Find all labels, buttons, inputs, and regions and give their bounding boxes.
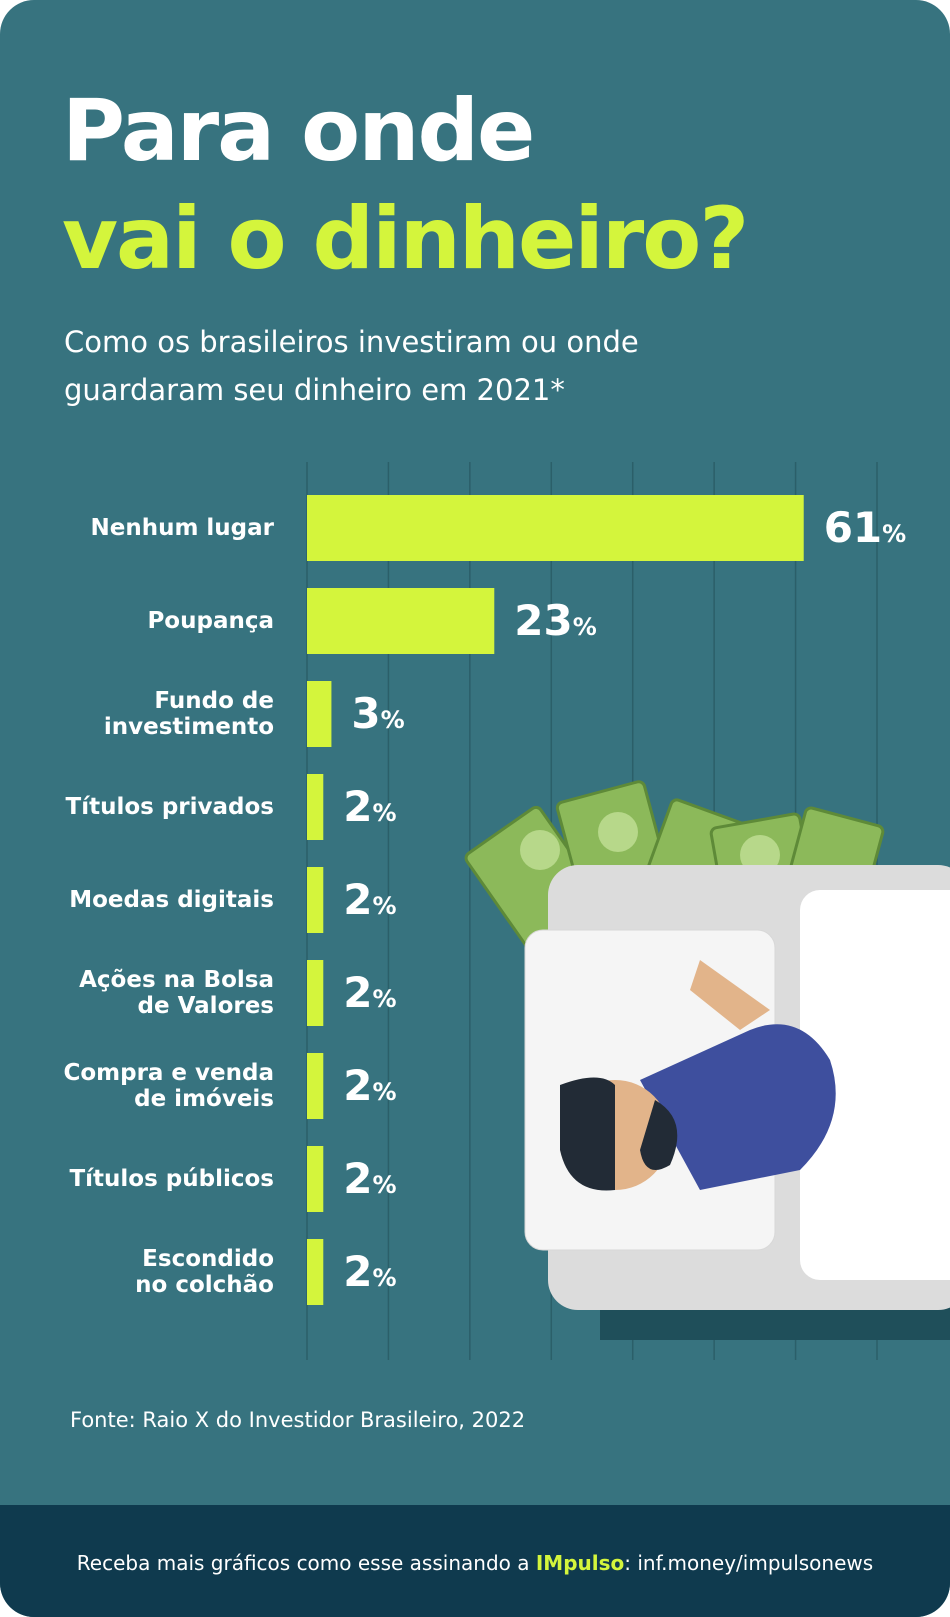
category-label: Títulos públicos — [69, 1166, 274, 1192]
value-label: 2% — [343, 968, 396, 1017]
bar — [307, 588, 495, 654]
category-label: Títulos privados — [65, 794, 274, 820]
category-label: Compra e venda de imóveis — [63, 1060, 274, 1112]
title: Para onde — [62, 81, 535, 181]
value-label: 2% — [343, 1247, 396, 1296]
value-label: 3% — [351, 689, 404, 738]
source: Fonte: Raio X do Investidor Brasileiro, … — [70, 1408, 526, 1432]
footer-text: Receba mais gráficos como esse assinando… — [0, 1551, 950, 1575]
category-label: Fundo de investimento — [103, 688, 274, 740]
category-label: Escondido no colchão — [135, 1246, 274, 1298]
category-label: Nenhum lugar — [90, 515, 274, 541]
bar — [307, 960, 324, 1026]
footer-brand: IMpulso — [535, 1551, 625, 1575]
footer-prefix: Receba mais gráficos como esse assinando… — [76, 1551, 536, 1575]
value-label: 23% — [514, 596, 597, 645]
value-label: 61% — [824, 503, 907, 552]
category-label: Poupança — [147, 608, 274, 634]
value-label: 2% — [343, 782, 396, 831]
footer-suffix: : inf.money/impulsonews — [624, 1551, 874, 1575]
subtitle: Como os brasileiros investiram ou onde g… — [64, 325, 639, 407]
bar — [307, 774, 324, 840]
value-label: 2% — [343, 1061, 396, 1110]
illustration — [464, 780, 950, 1340]
category-label: Ações na Bolsa de Valores — [79, 967, 274, 1019]
value-label: 2% — [343, 1154, 396, 1203]
bar — [307, 1053, 324, 1119]
bar — [307, 867, 324, 933]
bar — [307, 681, 332, 747]
category-label: Moedas digitais — [69, 887, 274, 913]
footer: Receba mais gráficos como esse assinando… — [0, 1505, 950, 1617]
bar — [307, 495, 804, 561]
bar — [307, 1239, 324, 1305]
bar — [307, 1146, 324, 1212]
title-highlight: vai o dinheiro? — [62, 189, 749, 289]
value-label: 2% — [343, 875, 396, 924]
